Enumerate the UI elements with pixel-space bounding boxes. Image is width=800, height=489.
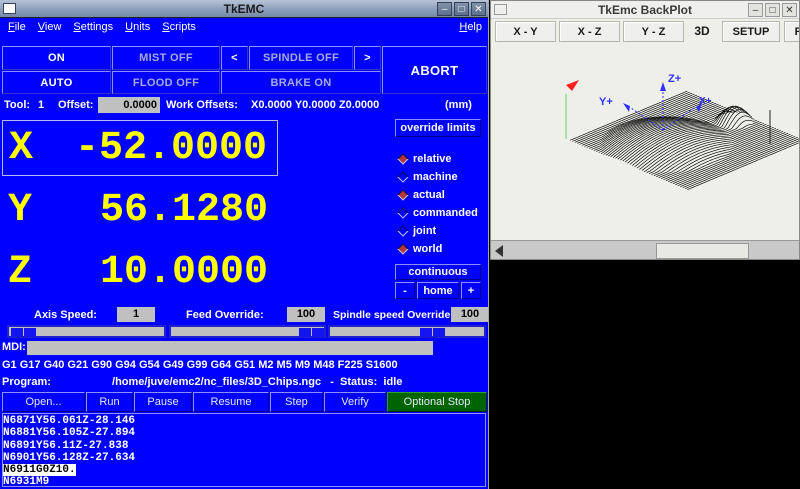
svg-text:X+: X+ <box>699 96 712 107</box>
svg-text:Z+: Z+ <box>668 73 681 85</box>
svg-text:Y+: Y+ <box>599 96 613 108</box>
